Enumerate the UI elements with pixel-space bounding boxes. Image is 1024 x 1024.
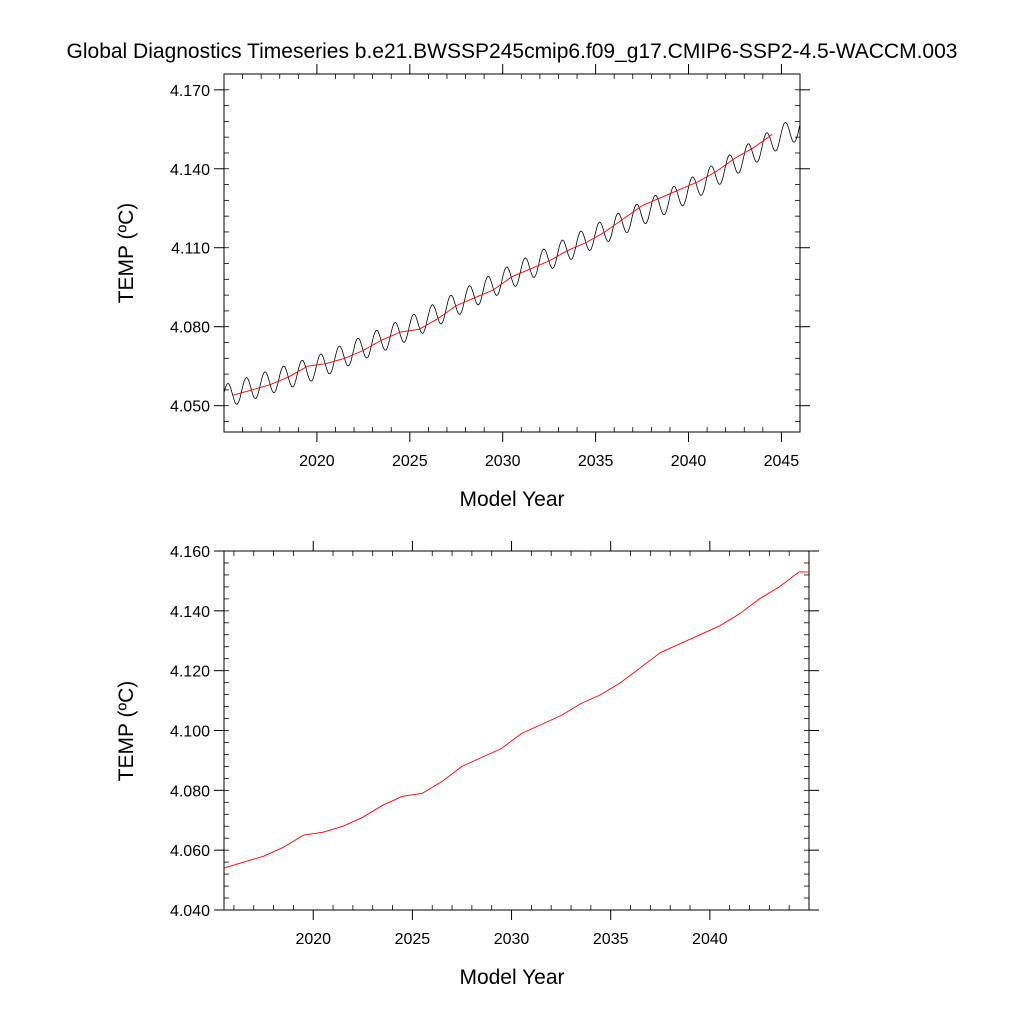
x-tick-label: 2025 — [395, 931, 431, 948]
x-tick-label: 2045 — [764, 453, 800, 470]
bottom-panel: 4.040 4.060 4.080 4.100 4.120 4.140 4.16… — [115, 541, 819, 989]
top-minor-ticks — [223, 73, 801, 432]
bottom-major-ticks — [214, 541, 819, 920]
top-x-axis-label: Model Year — [459, 488, 564, 511]
top-plot-frame — [223, 73, 801, 433]
bottom-y-tick-labels: 4.040 4.060 4.080 4.100 4.120 4.140 4.16… — [170, 544, 210, 920]
bottom-x-axis-label: Model Year — [459, 966, 564, 989]
bottom-y-axis-label: TEMP (ºC) — [115, 681, 138, 782]
y-tick-label: 4.140 — [170, 604, 210, 621]
top-y-axis-label: TEMP (ºC) — [115, 203, 138, 304]
y-tick-label: 4.160 — [170, 544, 210, 561]
y-tick-label: 4.040 — [170, 903, 210, 920]
y-tick-label: 4.110 — [171, 241, 210, 258]
top-major-ticks — [214, 64, 810, 442]
x-tick-label: 2040 — [692, 931, 728, 948]
y-tick-label: 4.080 — [170, 783, 210, 800]
x-tick-label: 2035 — [578, 453, 614, 470]
x-tick-label: 2030 — [485, 453, 521, 470]
monthly-temp-series — [223, 121, 801, 405]
figure-title: Global Diagnostics Timeseries b.e21.BWSS… — [67, 40, 958, 63]
top-panel: 4.050 4.080 4.110 4.140 4.170 2020 2025 … — [115, 64, 810, 511]
x-tick-label: 2040 — [671, 453, 707, 470]
annual-mean-series — [223, 571, 809, 869]
x-tick-label: 2035 — [593, 931, 629, 948]
y-tick-label: 4.100 — [170, 724, 210, 741]
x-tick-label: 2020 — [299, 453, 335, 470]
y-tick-label: 4.120 — [170, 664, 210, 681]
y-tick-label: 4.060 — [170, 843, 210, 860]
top-y-tick-labels: 4.050 4.080 4.110 4.140 4.170 — [170, 83, 210, 416]
bottom-minor-ticks — [224, 550, 810, 911]
y-tick-label: 4.080 — [170, 320, 210, 337]
y-tick-label: 4.170 — [170, 83, 210, 100]
x-tick-label: 2025 — [392, 453, 428, 470]
x-tick-label: 2030 — [494, 931, 530, 948]
top-x-tick-labels: 2020 2025 2030 2035 2040 2045 — [299, 453, 799, 470]
annual-mean-series — [233, 134, 773, 396]
bottom-x-tick-labels: 2020 2025 2030 2035 2040 — [295, 931, 727, 948]
y-tick-label: 4.050 — [170, 399, 210, 416]
x-tick-label: 2020 — [295, 931, 331, 948]
y-tick-label: 4.140 — [170, 162, 210, 179]
